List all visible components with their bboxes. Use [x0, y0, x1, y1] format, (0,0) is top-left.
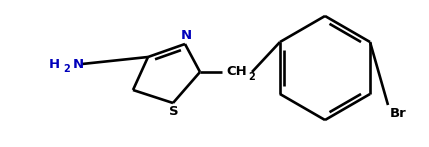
- Text: CH: CH: [226, 65, 247, 77]
- Text: 2: 2: [63, 64, 70, 74]
- Text: Br: Br: [390, 107, 407, 120]
- Text: 2: 2: [248, 72, 255, 82]
- Text: N: N: [73, 57, 84, 71]
- Text: N: N: [181, 29, 192, 42]
- Text: H: H: [48, 57, 60, 71]
- Text: S: S: [169, 105, 179, 118]
